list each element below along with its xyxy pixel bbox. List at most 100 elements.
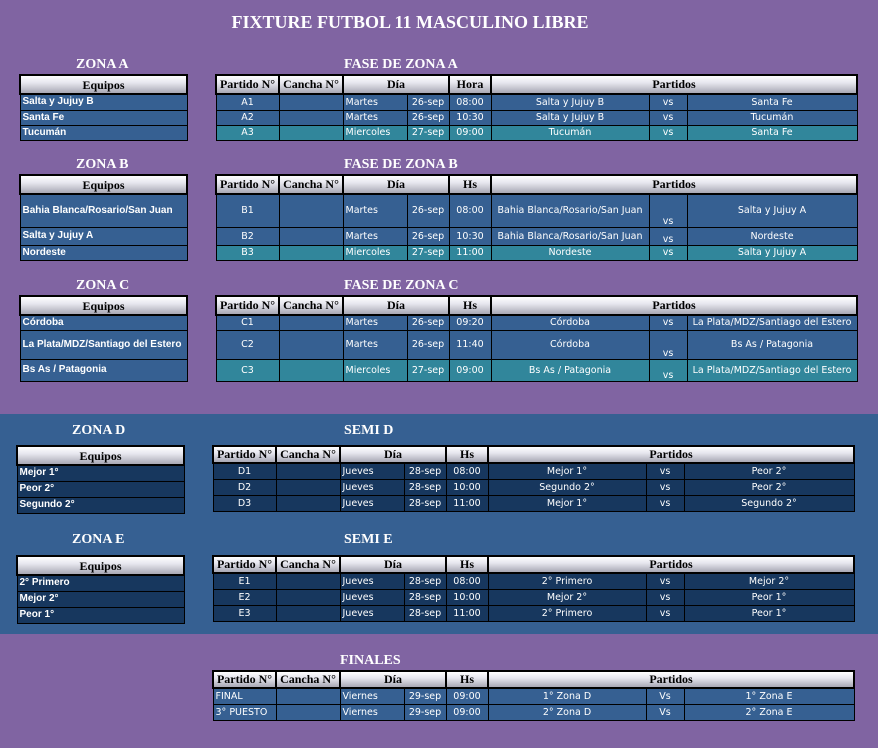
cancha-cell <box>275 687 341 705</box>
match-day: Miercoles <box>342 358 408 382</box>
header-partidos: Partidos <box>489 74 859 95</box>
match-away: Peor 2° <box>683 462 855 480</box>
vs-label: vs <box>648 93 688 111</box>
match-date: 28-sep <box>403 494 447 512</box>
team-cell: Tucumán <box>19 124 188 141</box>
teams-header: Equipos <box>16 445 185 466</box>
team-cell: Bahia Blanca/Rosario/San Juan <box>19 193 188 228</box>
match-home: Bahia Blanca/Rosario/San Juan <box>490 226 650 246</box>
match-date: 26-sep <box>406 109 450 126</box>
team-cell: Mejor 1° <box>16 464 185 482</box>
vs-label: vs <box>645 588 685 606</box>
match-day: Miercoles <box>342 244 408 261</box>
match-id: B3 <box>215 244 280 261</box>
fase-c-table: Partido N° Cancha N° Día Hs Partidos C1 … <box>215 295 859 382</box>
semi-e-table: Partido N° Cancha N° Día Hs Partidos E1 … <box>212 555 856 622</box>
match-date: 26-sep <box>406 193 450 228</box>
match-away: 1° Zona E <box>683 687 855 705</box>
match-time: 10:30 <box>448 109 492 126</box>
match-time: 10:30 <box>448 226 492 246</box>
match-day: Viernes <box>339 703 405 721</box>
vs-label: vs <box>648 358 688 382</box>
phase-e-title: SEMI E <box>344 532 393 547</box>
zone-c-teams-table: Equipos Córdoba La Plata/MDZ/Santiago de… <box>19 295 188 382</box>
match-date: 29-sep <box>403 687 447 705</box>
header-hora: Hs <box>445 670 489 689</box>
match-date: 27-sep <box>406 124 450 141</box>
zone-a-title: ZONA A <box>76 57 129 72</box>
match-day: Jueves <box>339 572 405 590</box>
match-away: Peor 1° <box>683 588 855 606</box>
header-partidos: Partidos <box>486 445 856 464</box>
team-cell: Peor 1° <box>16 606 185 624</box>
cancha-cell <box>278 314 344 331</box>
match-day: Miercoles <box>342 124 408 141</box>
header-partidos: Partidos <box>489 174 859 195</box>
vs-label: vs <box>645 494 685 512</box>
match-day: Martes <box>342 93 408 111</box>
match-date: 29-sep <box>403 703 447 721</box>
header-partido: Partido N° <box>215 295 280 316</box>
match-row: D1 Jueves 28-sep 08:00 Mejor 1° vs Peor 2° <box>212 462 855 480</box>
header-cancha: Cancha N° <box>275 555 341 574</box>
zone-e-title: ZONA E <box>72 532 125 547</box>
phase-a-title: FASE DE ZONA A <box>344 57 458 72</box>
cancha-cell <box>275 462 341 480</box>
cancha-cell <box>278 358 344 382</box>
header-dia: Día <box>342 295 450 316</box>
match-row: 3° PUESTO Viernes 29-sep 09:00 2° Zona D V… <box>212 703 855 721</box>
match-time: 08:00 <box>445 462 489 480</box>
header-partido: Partido N° <box>215 174 280 195</box>
match-time: 11:40 <box>448 329 492 360</box>
header-dia: Día <box>342 74 450 95</box>
match-row: A3 Miercoles 27-sep 09:00 Tucumán vs Santa … <box>215 124 858 141</box>
vs-label: Vs <box>645 687 685 705</box>
header-cancha: Cancha N° <box>278 295 344 316</box>
match-home: Salta y Jujuy B <box>490 109 650 126</box>
header-partidos: Partidos <box>486 670 856 689</box>
match-day: Martes <box>342 329 408 360</box>
header-dia: Día <box>339 445 447 464</box>
cancha-cell <box>275 478 341 496</box>
vs-label: Vs <box>645 703 685 721</box>
match-time: 09:00 <box>445 703 489 721</box>
match-away: Salta y Jujuy A <box>686 193 858 228</box>
header-cancha: Cancha N° <box>278 174 344 195</box>
vs-label: vs <box>645 604 685 622</box>
match-row: E1 Jueves 28-sep 08:00 2° Primero vs Mejor … <box>212 572 855 590</box>
match-date: 28-sep <box>403 478 447 496</box>
match-row: C2 Martes 26-sep 11:40 Córdoba vs Bs As / P… <box>215 329 858 360</box>
zone-e-teams-table: Equipos 2° Primero Mejor 2° Peor 1° <box>16 555 185 624</box>
zone-b-title: ZONA B <box>76 157 129 172</box>
match-day: Martes <box>342 226 408 246</box>
match-date: 27-sep <box>406 358 450 382</box>
match-row: E3 Jueves 28-sep 11:00 2° Primero vs Peor 1… <box>212 604 855 622</box>
cancha-cell <box>275 588 341 606</box>
zone-c-title: ZONA C <box>76 278 130 293</box>
cancha-cell <box>275 494 341 512</box>
match-row: E2 Jueves 28-sep 10:00 Mejor 2° vs Peor 1° <box>212 588 855 606</box>
match-id: E3 <box>212 604 277 622</box>
match-row: A2 Martes 26-sep 10:30 Salta y Jujuy B vs T… <box>215 109 858 126</box>
match-id: C1 <box>215 314 280 331</box>
match-id: C3 <box>215 358 280 382</box>
team-cell: Nordeste <box>19 244 188 261</box>
match-row: B2 Martes 26-sep 10:30 Bahia Blanca/Rosari… <box>215 226 858 246</box>
header-cancha: Cancha N° <box>275 670 341 689</box>
match-id: B1 <box>215 193 280 228</box>
match-row: B1 Martes 26-sep 08:00 Bahia Blanca/Rosari… <box>215 193 858 228</box>
match-row: C3 Miercoles 27-sep 09:00 Bs As / Patagoni… <box>215 358 858 382</box>
team-cell: La Plata/MDZ/Santiago del Estero <box>19 329 188 360</box>
vs-label: vs <box>648 124 688 141</box>
match-time: 08:00 <box>448 193 492 228</box>
match-row: D2 Jueves 28-sep 10:00 Segundo 2° vs Peor 2… <box>212 478 855 496</box>
match-date: 26-sep <box>406 226 450 246</box>
match-home: Nordeste <box>490 244 650 261</box>
match-day: Jueves <box>339 494 405 512</box>
match-away: Santa Fe <box>686 124 858 141</box>
team-cell: Mejor 2° <box>16 590 185 608</box>
teams-header: Equipos <box>19 174 188 195</box>
match-id: E2 <box>212 588 277 606</box>
match-away: Salta y Jujuy A <box>686 244 858 261</box>
match-day: Martes <box>342 314 408 331</box>
